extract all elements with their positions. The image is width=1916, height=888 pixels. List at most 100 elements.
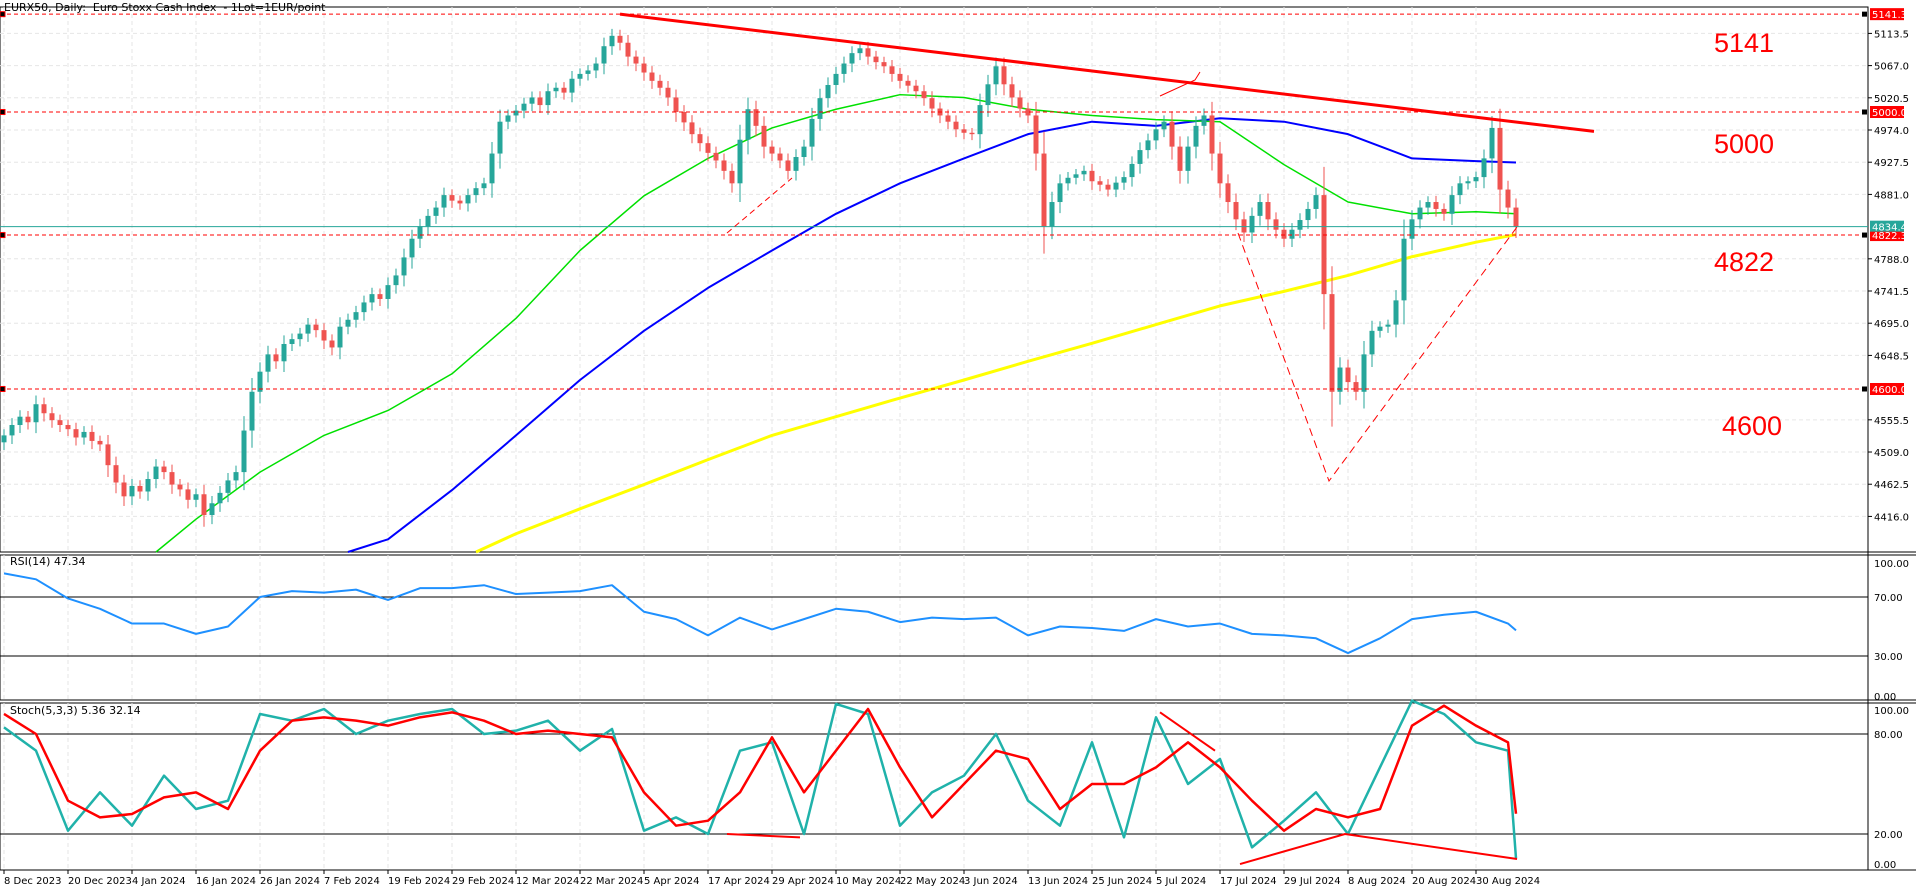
candle-body: [841, 63, 847, 74]
candle-body: [81, 431, 87, 438]
y-tick-label: 4974.0: [1874, 126, 1909, 137]
x-tick-label: 8 Dec 2023: [4, 876, 62, 887]
candle-body: [1017, 97, 1023, 109]
candle-body: [1113, 182, 1119, 190]
candle-body: [313, 324, 319, 331]
candle-body: [1289, 229, 1295, 239]
candle-body: [665, 87, 671, 98]
candle-body: [89, 431, 95, 441]
candle-body: [1441, 208, 1447, 214]
candle-body: [897, 73, 903, 81]
candle-body: [129, 485, 135, 497]
candle-body: [1057, 183, 1063, 203]
candle-body: [1193, 125, 1199, 147]
candle-body: [881, 62, 887, 67]
candle-body: [1497, 127, 1503, 190]
level-anchor-right: [1862, 386, 1867, 392]
candle-body: [113, 465, 119, 483]
candle-body: [73, 429, 79, 438]
level-price-label: 4600.0: [1872, 385, 1907, 396]
candle-body: [1465, 181, 1471, 184]
candle-body: [529, 97, 535, 104]
x-tick-label: 29 Jul 2024: [1284, 876, 1341, 887]
candle-body: [105, 444, 111, 466]
candle-body: [321, 330, 327, 341]
candle-body: [993, 66, 999, 85]
candle-body: [361, 302, 367, 313]
y-tick-label: 4695.0: [1874, 319, 1909, 330]
candle-body: [809, 118, 815, 147]
rsi-label: RSI(14) 47.34: [10, 555, 86, 568]
current-price-tag: [1870, 220, 1904, 232]
candle-body: [1297, 220, 1303, 230]
candle-body: [345, 319, 351, 327]
candle-body: [457, 200, 463, 204]
x-tick-label: 8 Aug 2024: [1348, 876, 1406, 887]
candle-body: [1265, 202, 1271, 220]
candle-body: [369, 294, 375, 303]
candle-body: [481, 183, 487, 189]
candle-body: [1177, 146, 1183, 171]
candle-body: [121, 482, 127, 497]
candle-body: [601, 46, 607, 64]
candle-body: [1137, 150, 1143, 164]
moving-average-slow-yellow: [475, 233, 1517, 554]
candle-body: [1337, 367, 1343, 392]
x-tick-label: 13 Jun 2024: [1028, 876, 1088, 887]
candle-body: [953, 121, 959, 130]
y-tick-label: 4509.0: [1874, 448, 1909, 459]
candle-body: [593, 63, 599, 71]
candle-body: [1409, 219, 1415, 239]
candle-body: [633, 56, 639, 64]
candle-body: [1505, 189, 1511, 208]
x-tick-label: 4 Jan 2024: [132, 876, 186, 887]
candle-body: [505, 115, 511, 122]
candle-body: [41, 404, 47, 414]
candle-body: [673, 97, 679, 112]
candle-body: [1361, 354, 1367, 392]
candle-body: [1393, 300, 1399, 325]
candle-body: [609, 35, 615, 47]
rsi-tick-label: 70.00: [1874, 593, 1903, 604]
candle-body: [97, 440, 103, 445]
candle-body: [297, 333, 303, 340]
moving-average-mid-blue: [347, 117, 1517, 553]
candle-body: [561, 87, 567, 93]
candle-body: [241, 430, 247, 473]
candle-body: [553, 87, 559, 92]
candle-body: [289, 339, 295, 344]
x-tick-label: 22 May 2024: [900, 876, 965, 887]
candle-body: [49, 413, 55, 421]
candle-body: [1225, 183, 1231, 203]
candle-body: [1449, 195, 1455, 214]
candle-body: [1281, 229, 1287, 239]
x-tick-label: 5 Jul 2024: [1156, 876, 1206, 887]
level-anchor-right: [1862, 232, 1867, 238]
candle-body: [449, 195, 455, 201]
candle-body: [1473, 177, 1479, 182]
x-tick-label: 19 Feb 2024: [388, 876, 450, 887]
candle-body: [1049, 202, 1055, 227]
candle-body: [745, 109, 751, 140]
candle-body: [761, 125, 767, 147]
rsi-tick-label: 100.00: [1874, 559, 1909, 570]
candle-body: [185, 489, 191, 500]
candle-body: [177, 484, 183, 490]
candle-body: [577, 73, 583, 79]
candle-body: [1257, 202, 1263, 216]
candle-body: [625, 42, 631, 57]
stoch-divergence-line: [1159, 711, 1216, 752]
y-tick-label: 4648.5: [1874, 351, 1909, 362]
y-tick-label: 5067.0: [1874, 62, 1909, 73]
candle-body: [1377, 326, 1383, 331]
candle-body: [1481, 158, 1487, 178]
candle-body: [1217, 153, 1223, 184]
candle-body: [65, 425, 71, 430]
candle-body: [1121, 177, 1127, 183]
candle-body: [929, 98, 935, 109]
candle-body: [425, 215, 431, 227]
candle-body: [825, 84, 831, 99]
candle-body: [921, 91, 927, 99]
dashed-drawing-line: [726, 177, 793, 234]
dashed-v-pattern: [1237, 226, 1518, 483]
